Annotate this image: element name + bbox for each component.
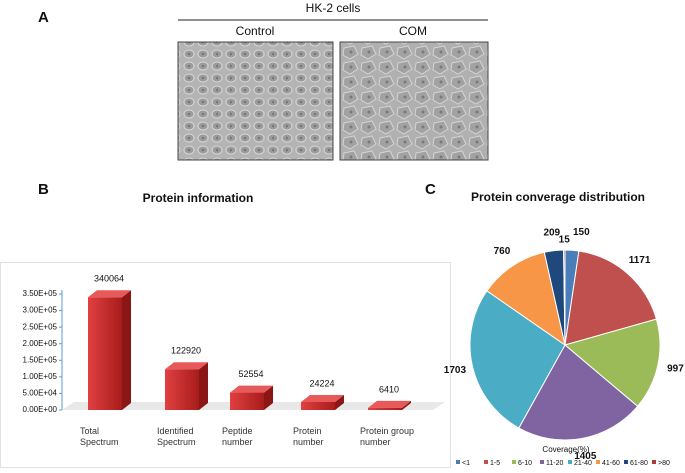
pie-slice xyxy=(518,344,639,441)
legend-swatch xyxy=(540,460,544,464)
condition-label: COM xyxy=(399,24,427,38)
bar-top xyxy=(88,290,131,298)
legend-swatch xyxy=(512,460,516,464)
bar xyxy=(301,401,335,410)
y-tick-label: 1.00E+05 xyxy=(23,372,58,381)
micrograph xyxy=(177,41,334,161)
chart-frame xyxy=(0,262,451,468)
y-tick-label: 2.50E+05 xyxy=(23,322,58,331)
x-tick-label: Peptide number xyxy=(222,426,253,447)
y-tick-label: 1.50E+05 xyxy=(23,355,58,364)
legend-label: 41-60 xyxy=(602,460,620,467)
value-label: 52554 xyxy=(238,369,263,379)
y-tick-label: 2.00E+05 xyxy=(23,339,58,348)
pie-slice xyxy=(563,318,661,408)
bar xyxy=(165,369,199,410)
legend-swatch xyxy=(456,460,460,464)
panel-label: C xyxy=(425,181,436,198)
x-tick-label: Total Spectrum xyxy=(80,426,119,447)
bar-top xyxy=(165,362,208,370)
y-tick-label: 0.00E+00 xyxy=(23,405,58,414)
value-label: 122920 xyxy=(171,346,201,356)
legend-swatch xyxy=(568,460,572,464)
legend-label: 21-40 xyxy=(574,460,592,467)
bar-top xyxy=(368,400,411,408)
value-label: 6410 xyxy=(379,384,399,394)
legend-swatch xyxy=(624,460,628,464)
bar xyxy=(88,297,122,410)
value-label: 15 xyxy=(559,235,571,246)
bar-top xyxy=(230,385,273,393)
y-tick-label: 3.50E+05 xyxy=(23,289,58,298)
bar-side xyxy=(264,385,273,410)
panel-label: A xyxy=(38,9,49,26)
value-label: 760 xyxy=(494,246,511,257)
x-tick-label: Protein number xyxy=(293,426,324,447)
y-tick-label: 3.00E+05 xyxy=(23,306,58,315)
legend-label: 1-5 xyxy=(490,460,500,467)
panel-label: B xyxy=(38,181,49,198)
bar-side xyxy=(402,400,411,410)
pie-slice xyxy=(564,250,658,346)
value-label: 150 xyxy=(573,227,590,238)
legend-label: <1 xyxy=(462,460,470,467)
chart-title: Protein converage distribution xyxy=(471,190,645,204)
value-label: 1171 xyxy=(629,255,651,266)
legend-label: 61-80 xyxy=(630,460,648,467)
value-label: 1405 xyxy=(574,451,597,462)
condition-label: Control xyxy=(236,24,275,38)
legend-swatch xyxy=(652,460,656,464)
value-label: 209 xyxy=(543,227,560,238)
pie-slice xyxy=(563,249,566,346)
y-tick-label: 5.00E+04 xyxy=(23,389,58,398)
value-label: 340064 xyxy=(94,274,124,284)
bar-side xyxy=(335,394,344,410)
bar-side xyxy=(199,362,208,410)
legend-swatch xyxy=(484,460,488,464)
bar xyxy=(230,392,264,410)
cell-line: HK-2 cells xyxy=(306,1,361,15)
bar-side xyxy=(122,290,131,410)
legend-label: 6-10 xyxy=(518,460,532,467)
x-tick-label: Protein group number xyxy=(360,426,415,447)
value-label: 1703 xyxy=(444,365,467,376)
chart-title: Protein information xyxy=(143,191,254,205)
x-tick-label: Identified Spectrum xyxy=(157,426,196,447)
legend-label: 11-20 xyxy=(546,460,563,467)
pie-slice xyxy=(469,290,566,429)
legend-swatch xyxy=(596,460,600,464)
bar-top xyxy=(301,394,344,402)
legend-title: Coverage(%) xyxy=(542,445,589,454)
micrograph xyxy=(339,41,489,161)
bar xyxy=(368,407,402,410)
value-label: 997 xyxy=(667,363,684,374)
pie-slice xyxy=(486,251,566,347)
value-label: 24224 xyxy=(309,378,334,388)
legend-label: >80 xyxy=(658,460,670,467)
